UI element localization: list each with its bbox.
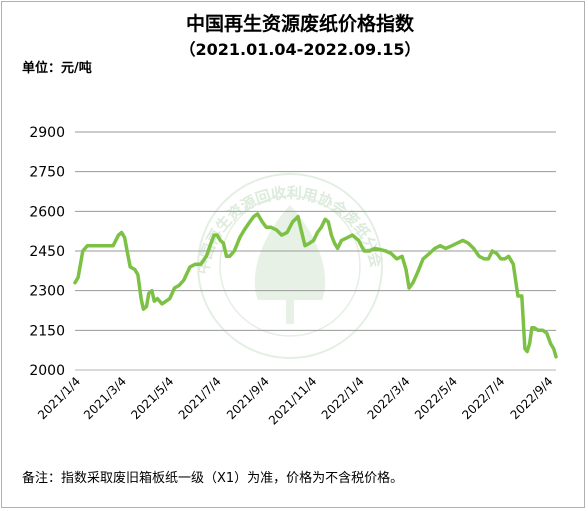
x-tick-label: 2021/7/4 — [176, 374, 224, 422]
x-tick-label: 2021/3/4 — [81, 374, 129, 422]
y-tick-label: 2000 — [29, 363, 65, 379]
y-tick-label: 2300 — [29, 284, 65, 300]
x-tick-label: 2022/5/4 — [412, 374, 460, 422]
grid-lines — [75, 131, 556, 331]
x-tick-label: 2022/7/4 — [459, 374, 507, 422]
x-tick-label: 2021/1/4 — [35, 374, 83, 422]
x-tick-label: 2022/1/4 — [319, 374, 367, 422]
chart-title: 中国再生资源废纸价格指数 — [186, 12, 415, 35]
x-tick-label: 2022/9/4 — [508, 374, 556, 422]
x-tick-label: 2021/9/4 — [224, 374, 272, 422]
series-line-price-index — [73, 212, 558, 359]
x-tick-label: 2022/3/4 — [365, 374, 413, 422]
y-tick-labels: 2000 2150 2300 2450 2600 2750 2900 — [29, 125, 65, 379]
y-tick-label: 2750 — [29, 165, 65, 181]
y-tick-label: 2450 — [29, 244, 65, 260]
chart-note: 备注：指数采取废旧箱板纸一级（X1）为准，价格为不含税价格。 — [22, 470, 403, 486]
chart-subtitle: （2021.01.04-2022.09.15） — [179, 40, 420, 59]
y-tick-label: 2600 — [29, 204, 65, 220]
y-tick-label: 2150 — [29, 323, 65, 339]
x-tick-label: 2021/11/4 — [266, 374, 319, 427]
y-tick-label: 2900 — [29, 125, 65, 141]
x-tick-label: 2021/5/4 — [128, 374, 176, 422]
unit-label: 单位：元/吨 — [22, 60, 92, 76]
